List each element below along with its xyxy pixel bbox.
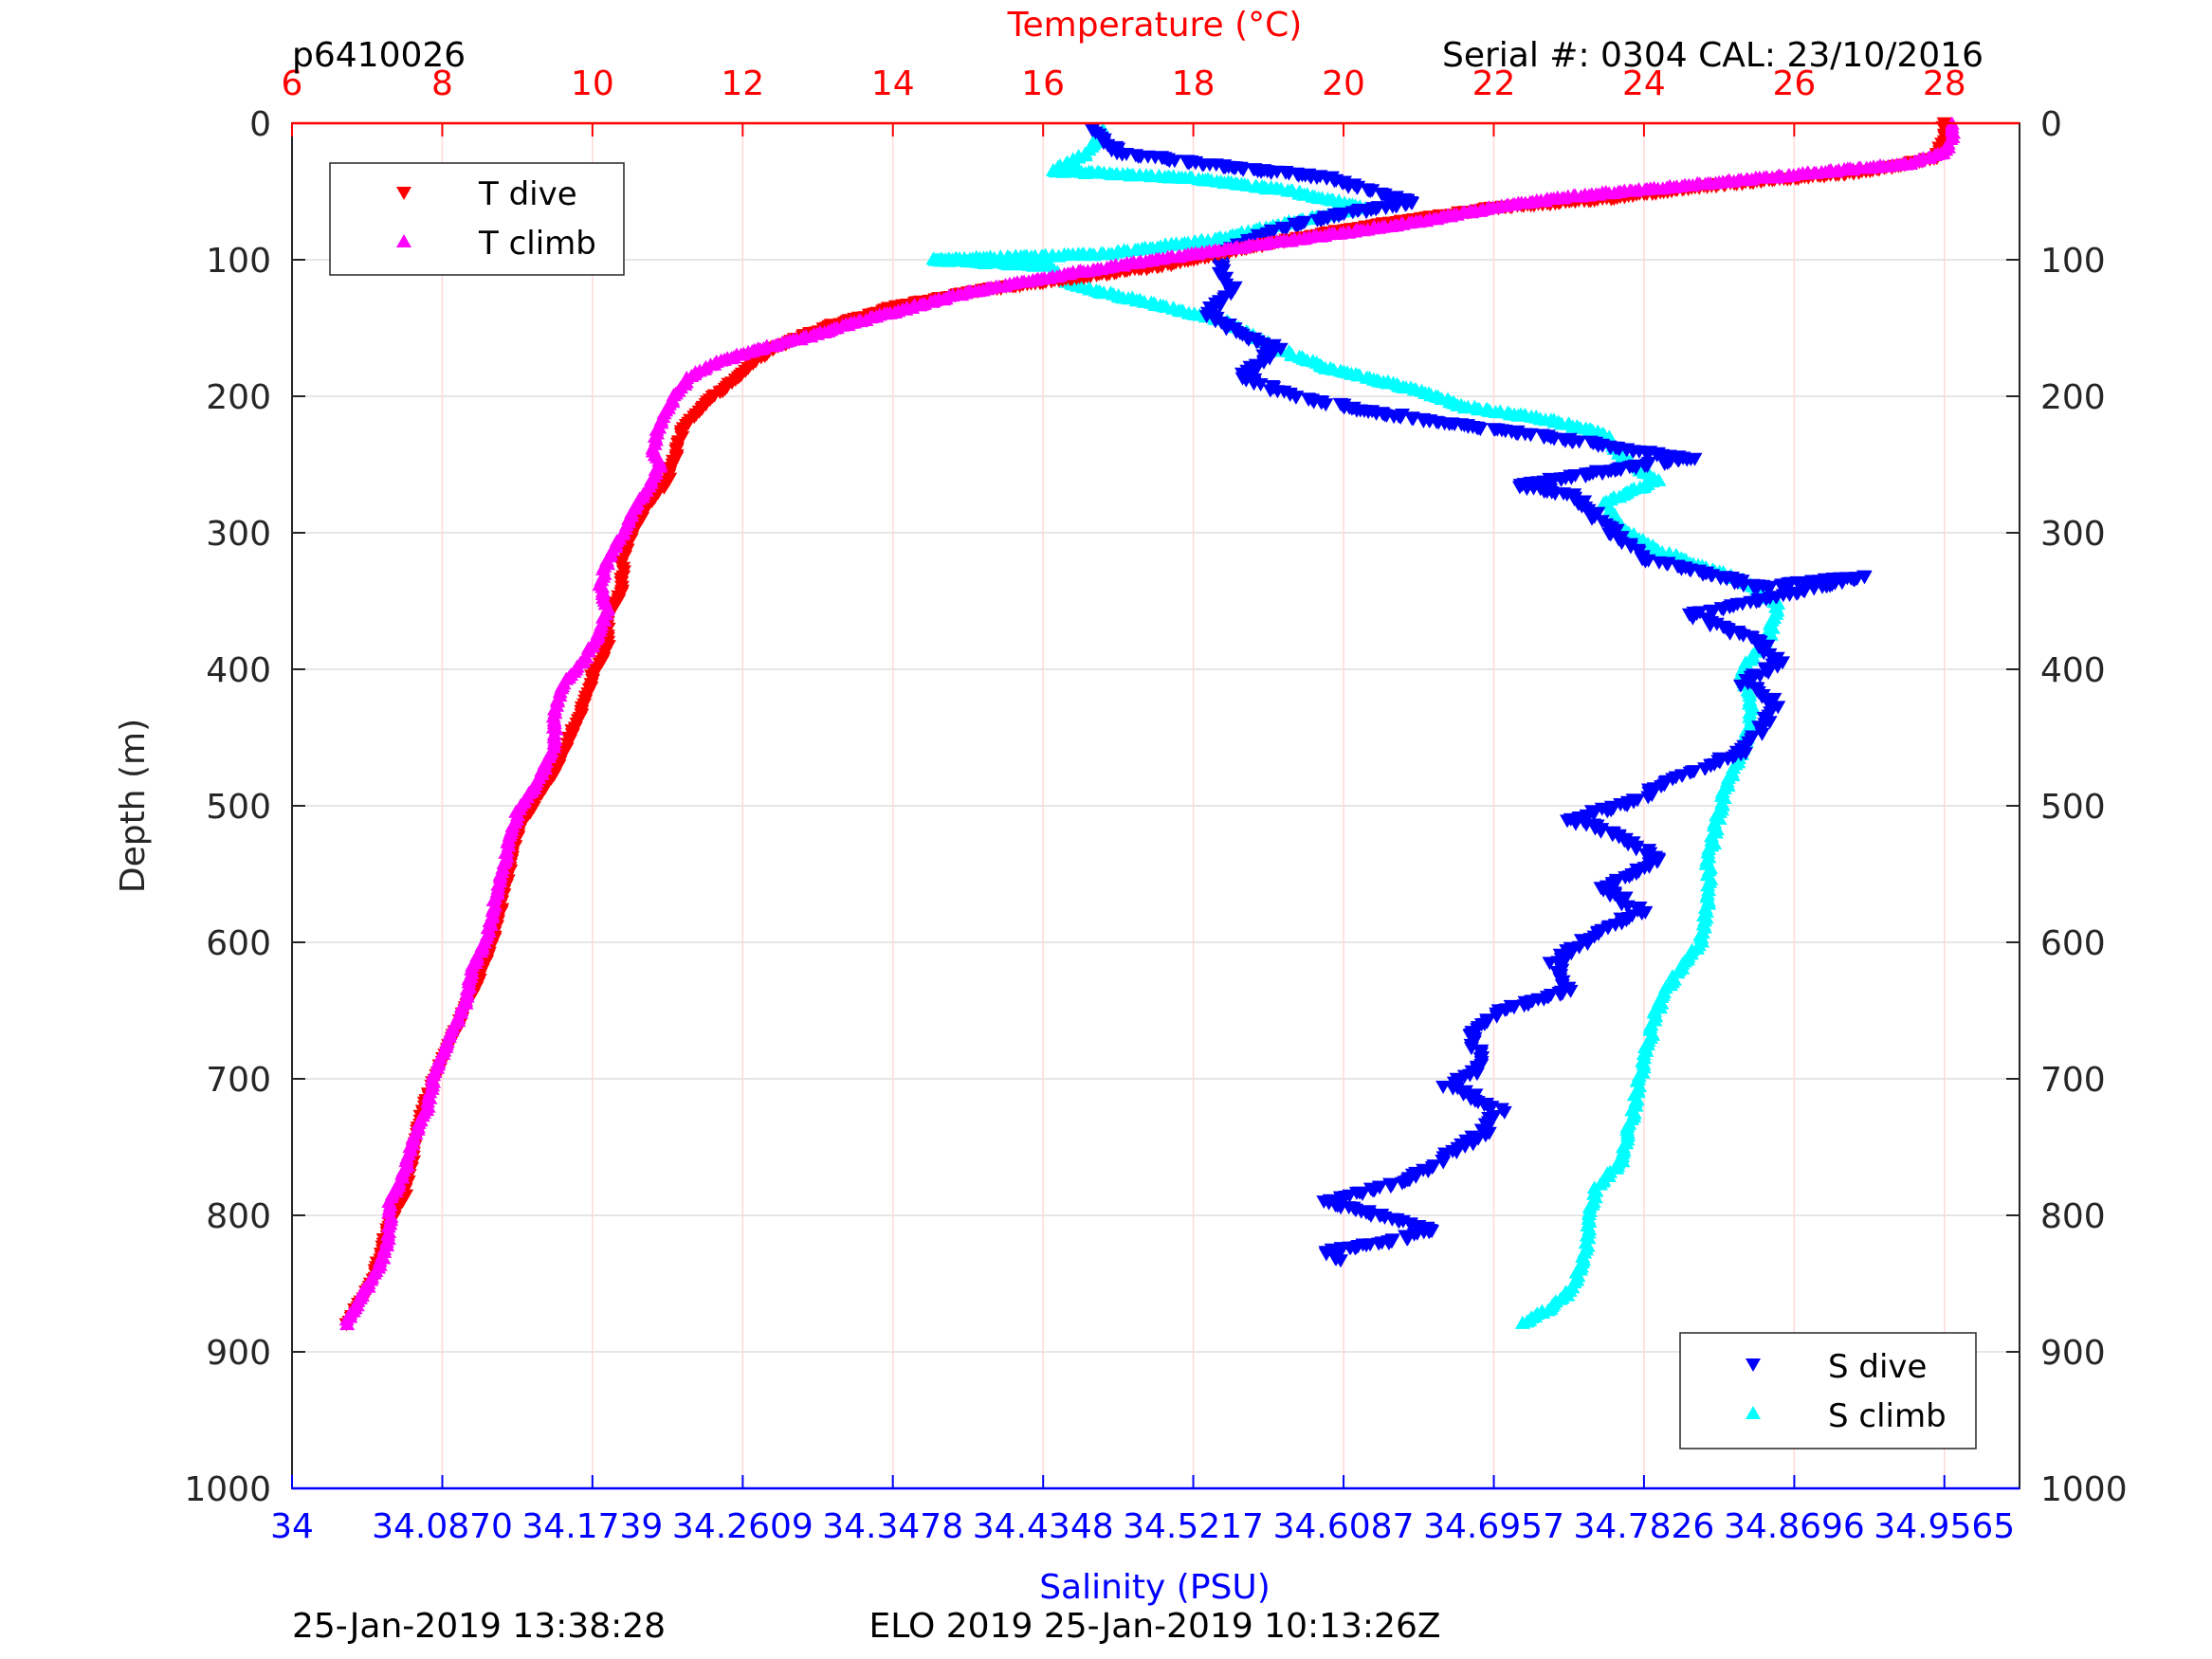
axes: 0 0 100 100 200 200 300 300 400 400 500 500 600 600 70… xyxy=(184,64,2127,1546)
y-tick-label-right: 900 xyxy=(2040,1334,2106,1373)
y-tick-label-left: 300 xyxy=(206,515,271,554)
grid-lines xyxy=(292,123,2020,1488)
legend-temperature-box xyxy=(329,162,625,276)
legend-s-climb-label: S climb xyxy=(1828,1397,1947,1435)
y-tick-label-right: 400 xyxy=(2040,651,2106,690)
serial-cal-info: Serial #: 0304 CAL: 23/10/2016 xyxy=(1442,36,1983,75)
y-tick-label-right: 0 xyxy=(2040,105,2062,144)
legend-t-climb-marker xyxy=(396,234,411,247)
bottom-tick-label: 34.5217 xyxy=(1123,1507,1264,1546)
y-tick-label-left: 700 xyxy=(206,1061,271,1100)
bottom-tick-label: 34.0870 xyxy=(372,1507,513,1546)
top-tick-label: 8 xyxy=(431,64,453,103)
legend-t-dive-marker xyxy=(396,187,411,200)
legend-salinity-box xyxy=(1679,1332,1977,1449)
top-tick-label: 20 xyxy=(1322,64,1365,103)
top-tick-label: 10 xyxy=(571,64,614,103)
legend-s-dive-marker xyxy=(1746,1358,1761,1372)
bottom-tick-label: 34.9565 xyxy=(1874,1507,2015,1546)
s-climb-markers xyxy=(925,121,1786,1329)
y-axis-label: Depth (m) xyxy=(114,719,153,893)
bottom-axis-label: Salinity (PSU) xyxy=(1039,1568,1271,1607)
y-tick-label-right: 100 xyxy=(2040,242,2106,281)
y-tick-label-left: 400 xyxy=(206,651,271,690)
bottom-tick-label: 34.2609 xyxy=(672,1507,814,1546)
top-tick-label: 18 xyxy=(1172,64,1216,103)
y-tick-label-left: 800 xyxy=(206,1197,271,1236)
legend-s-climb-marker xyxy=(1746,1406,1761,1419)
top-axis-label: Temperature (°C) xyxy=(1007,6,1303,45)
legend-t-climb-label: T climb xyxy=(478,225,596,263)
bottom-tick-label: 34.7826 xyxy=(1573,1507,1714,1546)
top-tick-label: 14 xyxy=(871,64,915,103)
y-tick-label-left: 600 xyxy=(206,924,271,963)
series-s-dive xyxy=(1085,124,1873,1268)
series-s-climb xyxy=(925,121,1786,1329)
top-tick-label: 28 xyxy=(1923,64,1966,103)
y-tick-label-right: 300 xyxy=(2040,515,2106,554)
y-tick-label-right: 600 xyxy=(2040,924,2106,963)
bottom-tick-label: 34 xyxy=(270,1507,314,1546)
y-tick-label-right: 500 xyxy=(2040,788,2106,827)
data-points xyxy=(338,116,1962,1332)
bottom-tick-label: 34.3478 xyxy=(822,1507,963,1546)
legend-t-dive-label: T dive xyxy=(478,175,577,213)
y-tick-label-right: 800 xyxy=(2040,1197,2106,1236)
top-tick-label: 24 xyxy=(1622,64,1666,103)
plot-id: p6410026 xyxy=(292,36,466,75)
y-tick-label-right: 1000 xyxy=(2040,1470,2128,1509)
bottom-tick-label: 34.1739 xyxy=(521,1507,663,1546)
y-tick-label-left: 900 xyxy=(206,1334,271,1373)
y-tick-label-right: 700 xyxy=(2040,1061,2106,1100)
y-tick-label-left: 200 xyxy=(206,378,271,417)
y-tick-label-left: 500 xyxy=(206,788,271,827)
bottom-tick-label: 34.6087 xyxy=(1273,1507,1415,1546)
legend-temperature: T dive T climb xyxy=(329,162,625,276)
legend-salinity: S dive S climb xyxy=(1679,1332,1977,1449)
footer-mission-info: ELO 2019 25-Jan-2019 10:13:26Z xyxy=(868,1607,1440,1646)
top-tick-label: 26 xyxy=(1772,64,1816,103)
footer-timestamp: 25-Jan-2019 13:38:28 xyxy=(292,1607,666,1646)
bottom-tick-label: 34.8696 xyxy=(1724,1507,1865,1546)
s-dive-markers xyxy=(1085,124,1873,1268)
bottom-tick-label: 34.4348 xyxy=(973,1507,1114,1546)
top-tick-label: 22 xyxy=(1472,64,1516,103)
y-tick-label-right: 200 xyxy=(2040,378,2106,417)
y-tick-label-left: 1000 xyxy=(184,1470,271,1509)
bottom-tick-label: 34.6957 xyxy=(1423,1507,1564,1546)
legend-s-dive-label: S dive xyxy=(1828,1348,1927,1386)
y-tick-label-left: 100 xyxy=(206,242,271,281)
top-tick-label: 6 xyxy=(282,64,303,103)
top-tick-label: 12 xyxy=(721,64,764,103)
top-tick-label: 16 xyxy=(1021,64,1065,103)
y-tick-label-left: 0 xyxy=(249,105,271,144)
